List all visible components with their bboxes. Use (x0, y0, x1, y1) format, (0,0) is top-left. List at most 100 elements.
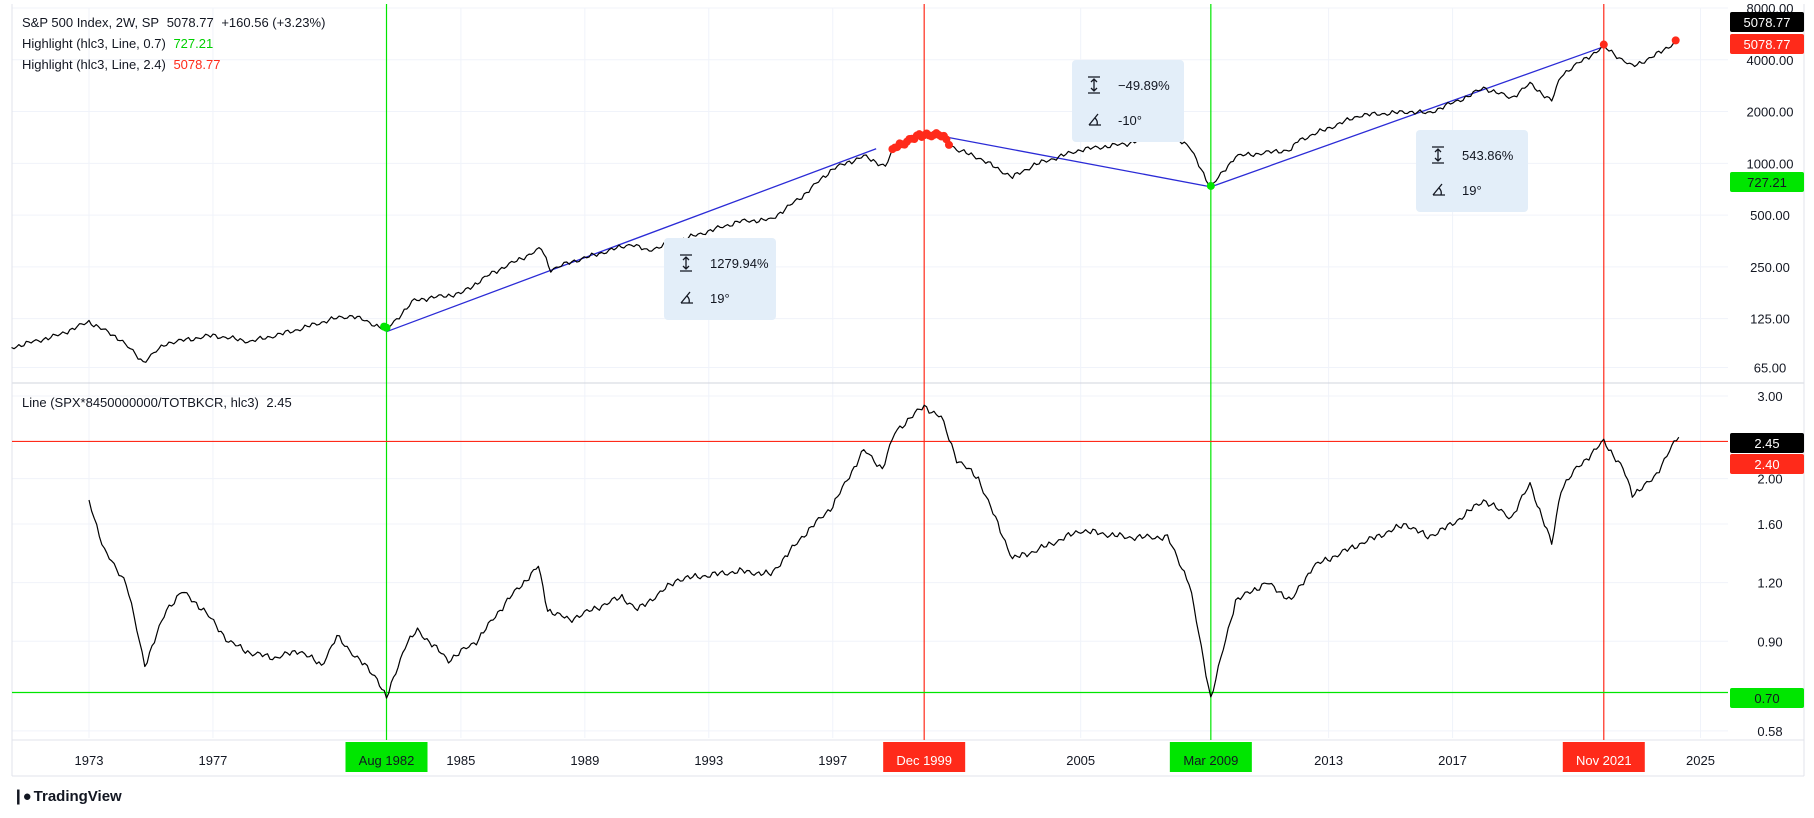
sub-level-low-badge-bg (1730, 688, 1804, 708)
marker-date-badge-1 (883, 742, 966, 772)
measure-angle-1: -10° (1118, 113, 1142, 128)
marker-date-badge-2 (1169, 742, 1252, 772)
highlight-low-label: Highlight (hlc3, Line, 0.7) (22, 36, 166, 51)
marker-date-label-3: Nov 2021 (1576, 753, 1632, 768)
highlight-dot (1206, 181, 1215, 190)
range-icon (680, 254, 692, 272)
x-tick-label: 2005 (1066, 753, 1095, 768)
x-tick-label: 1989 (570, 753, 599, 768)
x-tick-label: 1985 (446, 753, 475, 768)
main-y-tick-label: 1000.00 (1747, 156, 1794, 171)
highlight-high-row[interactable]: Highlight (hlc3, Line, 2.4) 5078.77 (22, 54, 329, 75)
sub-series-label: Line (SPX*8450000000/TOTBKCR, hlc3) (22, 395, 259, 410)
sub-level-high-badge: 2.40 (1754, 457, 1779, 472)
main-highlight-low-badge-bg (1730, 172, 1804, 192)
angle-icon (1088, 113, 1101, 126)
sub-y-tick-label: 1.20 (1757, 576, 1782, 591)
marker-date-label-0: Aug 1982 (359, 753, 415, 768)
measure-box-bg-1 (1072, 60, 1184, 142)
marker-date-label-1: Dec 1999 (896, 753, 952, 768)
x-tick-label: 2025 (1686, 753, 1715, 768)
measure-box-1[interactable]: −49.89% -10° (1072, 60, 1184, 142)
range-icon (1088, 76, 1100, 94)
sub-level-low-badge: 0.70 (1754, 691, 1779, 706)
pane-frames (11, 4, 1805, 777)
symbol-title[interactable]: S&P 500 Index, 2W, SP (22, 15, 160, 30)
sub-y-tick-label: 0.58 (1757, 724, 1782, 739)
measure-angle-0: 19° (710, 291, 730, 306)
sub-series (88, 404, 1680, 699)
main-y-tick-label: 125.00 (1750, 312, 1790, 327)
trend-line-0 (386, 148, 877, 333)
highlight-dot (1671, 36, 1680, 45)
main-y-tick-label: 2000.00 (1747, 105, 1794, 120)
measure-box-bg-0 (664, 238, 776, 320)
brand-name: TradingView (33, 787, 122, 805)
measure-percent-2: 543.86% (1462, 148, 1514, 163)
measure-percent-1: −49.89% (1118, 78, 1170, 93)
time-axis[interactable]: 1973 1977 1985 1989 1993 1997 2005 2013 2017 2025… (75, 742, 1715, 772)
sub-y-tick-label: 3.00 (1757, 389, 1782, 404)
axis-badges: 5078.77 5078.77 727.21 2.45 2.40 0.70 (1730, 12, 1804, 708)
x-tick-label: 2013 (1314, 753, 1343, 768)
measure-box-0[interactable]: 1279.94% 19° (664, 238, 776, 320)
price-axis[interactable]: 8000.004000.002000.001000.00500.00250.00… (1747, 1, 1794, 739)
marker-date-badge-0 (345, 742, 428, 772)
main-y-tick-label: 4000.00 (1747, 53, 1794, 68)
x-tick-label: 2017 (1438, 753, 1467, 768)
highlight-dot (1599, 40, 1608, 49)
sub-legend[interactable]: Line (SPX*8450000000/TOTBKCR, hlc3) 2.45 (22, 392, 296, 413)
main-legend-row[interactable]: S&P 500 Index, 2W, SP 5078.77 +160.56 (+… (22, 12, 329, 33)
main-highlight-high-badge-bg (1730, 34, 1804, 54)
sub-last-value-badge: 2.45 (1754, 436, 1779, 451)
measure-percent-0: 1279.94% (710, 256, 769, 271)
grid-lines (12, 7, 1728, 738)
tradingview-brand[interactable]: ❙● TradingView (12, 787, 122, 806)
main-series (11, 41, 1677, 363)
highlight-low-value: 727.21 (173, 36, 214, 51)
highlight-dots (380, 36, 1680, 332)
measure-angle-2: 19° (1462, 183, 1482, 198)
vertical-markers (385, 4, 1605, 740)
main-last-price-badge: 5078.77 (1744, 15, 1791, 30)
angle-icon (1432, 183, 1445, 196)
x-tick-label: 1977 (198, 753, 227, 768)
ratio-line (88, 404, 1680, 699)
highlight-high-value: 5078.77 (173, 57, 221, 72)
highlight-high-label: Highlight (hlc3, Line, 2.4) (22, 57, 166, 72)
main-highlight-high-badge: 5078.77 (1744, 37, 1791, 52)
marker-date-label-2: Mar 2009 (1183, 753, 1238, 768)
main-y-tick-label: 250.00 (1750, 260, 1790, 275)
sub-y-tick-label: 1.60 (1757, 517, 1782, 532)
angle-icon (680, 291, 693, 304)
main-y-tick-label: 65.00 (1754, 361, 1787, 376)
range-icon (1432, 146, 1444, 164)
highlight-dot (944, 140, 953, 149)
trend-lines (386, 46, 1605, 333)
measure-box-bg-2 (1416, 130, 1528, 212)
x-tick-label: 1973 (75, 753, 104, 768)
main-last-price-badge-bg (1730, 12, 1804, 32)
last-price: 5078.77 (166, 15, 214, 30)
measure-box-2[interactable]: 543.86% 19° (1416, 130, 1528, 212)
sub-y-tick-label: 2.00 (1757, 472, 1782, 487)
trend-line-2 (1210, 46, 1605, 188)
highlight-low-row[interactable]: Highlight (hlc3, Line, 0.7) 727.21 (22, 33, 329, 54)
sub-last-value-badge-bg (1730, 433, 1804, 453)
trend-line-1 (941, 135, 1211, 188)
price-change: +160.56 (+3.23%) (221, 15, 326, 30)
highlight-dot (382, 323, 391, 332)
tradingview-logo-icon: ❙● (12, 788, 32, 805)
main-legend: S&P 500 Index, 2W, SP 5078.77 +160.56 (+… (22, 12, 329, 75)
marker-date-badge-3 (1562, 742, 1645, 772)
sub-y-tick-label: 0.90 (1757, 634, 1782, 649)
x-tick-label: 1997 (818, 753, 847, 768)
sub-level-high-badge-bg (1730, 454, 1804, 474)
main-highlight-low-badge: 727.21 (1747, 175, 1787, 190)
sub-series-value: 2.45 (266, 395, 292, 410)
x-tick-label: 1993 (694, 753, 723, 768)
horizontal-levels (12, 440, 1728, 694)
sp500-price-line (11, 41, 1677, 363)
measure-boxes[interactable]: 1279.94% 19° −49.89% -10° 543.86% 19° (664, 60, 1528, 320)
